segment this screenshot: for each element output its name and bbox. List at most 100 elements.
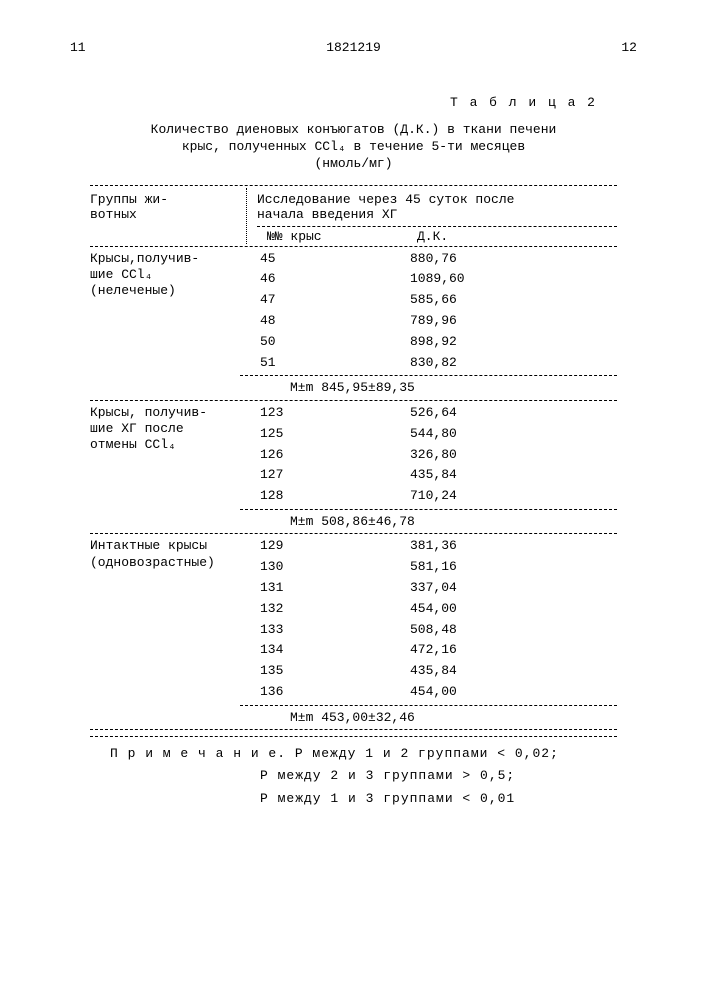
cell-rat-number: 136 <box>246 682 400 703</box>
group-label: Крысы,получив- шие CCl₄ (нелеченые) <box>90 249 246 374</box>
cell-rat-number: 132 <box>246 599 400 620</box>
cell-dk-value: 544,80 <box>400 424 617 445</box>
group-label: Крысы, получив- шие ХГ после отмены CCl₄ <box>90 403 246 507</box>
rule <box>90 246 617 247</box>
cell-dk-value: 1089,60 <box>400 269 617 290</box>
table-row: 135435,84 <box>246 661 617 682</box>
rule <box>90 400 617 401</box>
group-mean: M±m 508,86±46,78 <box>90 512 617 532</box>
table-row: 45880,76 <box>246 249 617 270</box>
rule <box>90 533 617 534</box>
cell-rat-number: 45 <box>246 249 400 270</box>
cell-dk-value: 435,84 <box>400 661 617 682</box>
cell-dk-value: 830,82 <box>400 353 617 374</box>
document-number: 1821219 <box>326 40 381 55</box>
cell-dk-value: 585,66 <box>400 290 617 311</box>
note-line: P между 1 и 3 группами < 0,01 <box>110 788 617 810</box>
cell-dk-value: 526,64 <box>400 403 617 424</box>
page-number-right: 12 <box>621 40 637 55</box>
cell-dk-value: 898,92 <box>400 332 617 353</box>
caption-line: Количество диеновых конъюгатов (Д.К.) в … <box>124 122 584 139</box>
table-row: 130581,16 <box>246 557 617 578</box>
table-row: 133508,48 <box>246 620 617 641</box>
group-mean: M±m 453,00±32,46 <box>90 708 617 728</box>
cell-rat-number: 129 <box>246 536 400 557</box>
page-header: 11 1821219 12 <box>50 40 657 55</box>
cell-dk-value: 435,84 <box>400 465 617 486</box>
cell-rat-number: 123 <box>246 403 400 424</box>
group-values: 123526,64125544,80126326,80127435,841287… <box>246 403 617 507</box>
group-values: 129381,36130581,16131337,04132454,001335… <box>246 536 617 702</box>
cell-dk-value: 880,76 <box>400 249 617 270</box>
rule <box>90 736 617 737</box>
table-row: 134472,16 <box>246 640 617 661</box>
table-row: 132454,00 <box>246 599 617 620</box>
header-dk: Д.К. <box>407 229 617 244</box>
cell-dk-value: 508,48 <box>400 620 617 641</box>
table-row: 128710,24 <box>246 486 617 507</box>
table-row: 123526,64 <box>246 403 617 424</box>
group-block: Крысы, получив- шие ХГ после отмены CCl₄… <box>90 403 617 507</box>
header-study-text: Исследование через 45 суток после начала… <box>257 192 617 222</box>
table-row: 125544,80 <box>246 424 617 445</box>
cell-dk-value: 454,00 <box>400 599 617 620</box>
rule <box>90 729 617 730</box>
table-row: 131337,04 <box>246 578 617 599</box>
header-rat-number: №№ крыс <box>257 229 407 244</box>
rule <box>240 705 617 706</box>
cell-dk-value: 381,36 <box>400 536 617 557</box>
group-label: Интактные крысы (одновозрастные) <box>90 536 246 702</box>
footnote: П р и м е ч а н и е. P между 1 и 2 групп… <box>110 743 617 809</box>
header-groups: Группы жи- вотных <box>90 188 247 244</box>
caption-line: (нмоль/мг) <box>124 156 584 173</box>
table-row: 48789,96 <box>246 311 617 332</box>
cell-dk-value: 710,24 <box>400 486 617 507</box>
rule <box>240 509 617 510</box>
cell-dk-value: 789,96 <box>400 311 617 332</box>
group-values: 45880,76461089,6047585,6648789,9650898,9… <box>246 249 617 374</box>
group-mean: M±m 845,95±89,35 <box>90 378 617 398</box>
rule <box>257 226 617 227</box>
cell-rat-number: 125 <box>246 424 400 445</box>
table-row: 136454,00 <box>246 682 617 703</box>
cell-dk-value: 472,16 <box>400 640 617 661</box>
rule <box>240 375 617 376</box>
page-number-left: 11 <box>70 40 86 55</box>
cell-dk-value: 454,00 <box>400 682 617 703</box>
cell-rat-number: 46 <box>246 269 400 290</box>
table-row: 47585,66 <box>246 290 617 311</box>
cell-rat-number: 131 <box>246 578 400 599</box>
cell-rat-number: 134 <box>246 640 400 661</box>
cell-rat-number: 48 <box>246 311 400 332</box>
group-block: Крысы,получив- шие CCl₄ (нелеченые) 4588… <box>90 249 617 374</box>
note-line: П р и м е ч а н и е. P между 1 и 2 групп… <box>110 743 617 765</box>
table-caption: Количество диеновых конъюгатов (Д.К.) в … <box>124 122 584 173</box>
data-table: Группы жи- вотных Исследование через 45 … <box>90 185 617 738</box>
cell-rat-number: 50 <box>246 332 400 353</box>
cell-rat-number: 126 <box>246 445 400 466</box>
rule <box>90 185 617 186</box>
cell-rat-number: 127 <box>246 465 400 486</box>
sub-header-row: №№ крыс Д.К. <box>257 229 617 244</box>
table-row: 461089,60 <box>246 269 617 290</box>
caption-line: крыс, полученных CCl₄ в течение 5-ти мес… <box>124 139 584 156</box>
cell-rat-number: 135 <box>246 661 400 682</box>
table-row: 129381,36 <box>246 536 617 557</box>
table-row: 50898,92 <box>246 332 617 353</box>
table-label: Т а б л и ц а 2 <box>50 95 657 110</box>
group-block: Интактные крысы (одновозрастные) 129381,… <box>90 536 617 702</box>
cell-rat-number: 133 <box>246 620 400 641</box>
document-page: 11 1821219 12 Т а б л и ц а 2 Количество… <box>0 0 707 830</box>
note-line: P между 2 и 3 группами > 0,5; <box>110 765 617 787</box>
cell-rat-number: 47 <box>246 290 400 311</box>
table-header-row: Группы жи- вотных Исследование через 45 … <box>90 188 617 244</box>
cell-rat-number: 128 <box>246 486 400 507</box>
cell-dk-value: 337,04 <box>400 578 617 599</box>
cell-rat-number: 51 <box>246 353 400 374</box>
cell-rat-number: 130 <box>246 557 400 578</box>
cell-dk-value: 326,80 <box>400 445 617 466</box>
table-row: 127435,84 <box>246 465 617 486</box>
table-row: 126326,80 <box>246 445 617 466</box>
header-study: Исследование через 45 суток после начала… <box>247 188 617 244</box>
table-row: 51830,82 <box>246 353 617 374</box>
